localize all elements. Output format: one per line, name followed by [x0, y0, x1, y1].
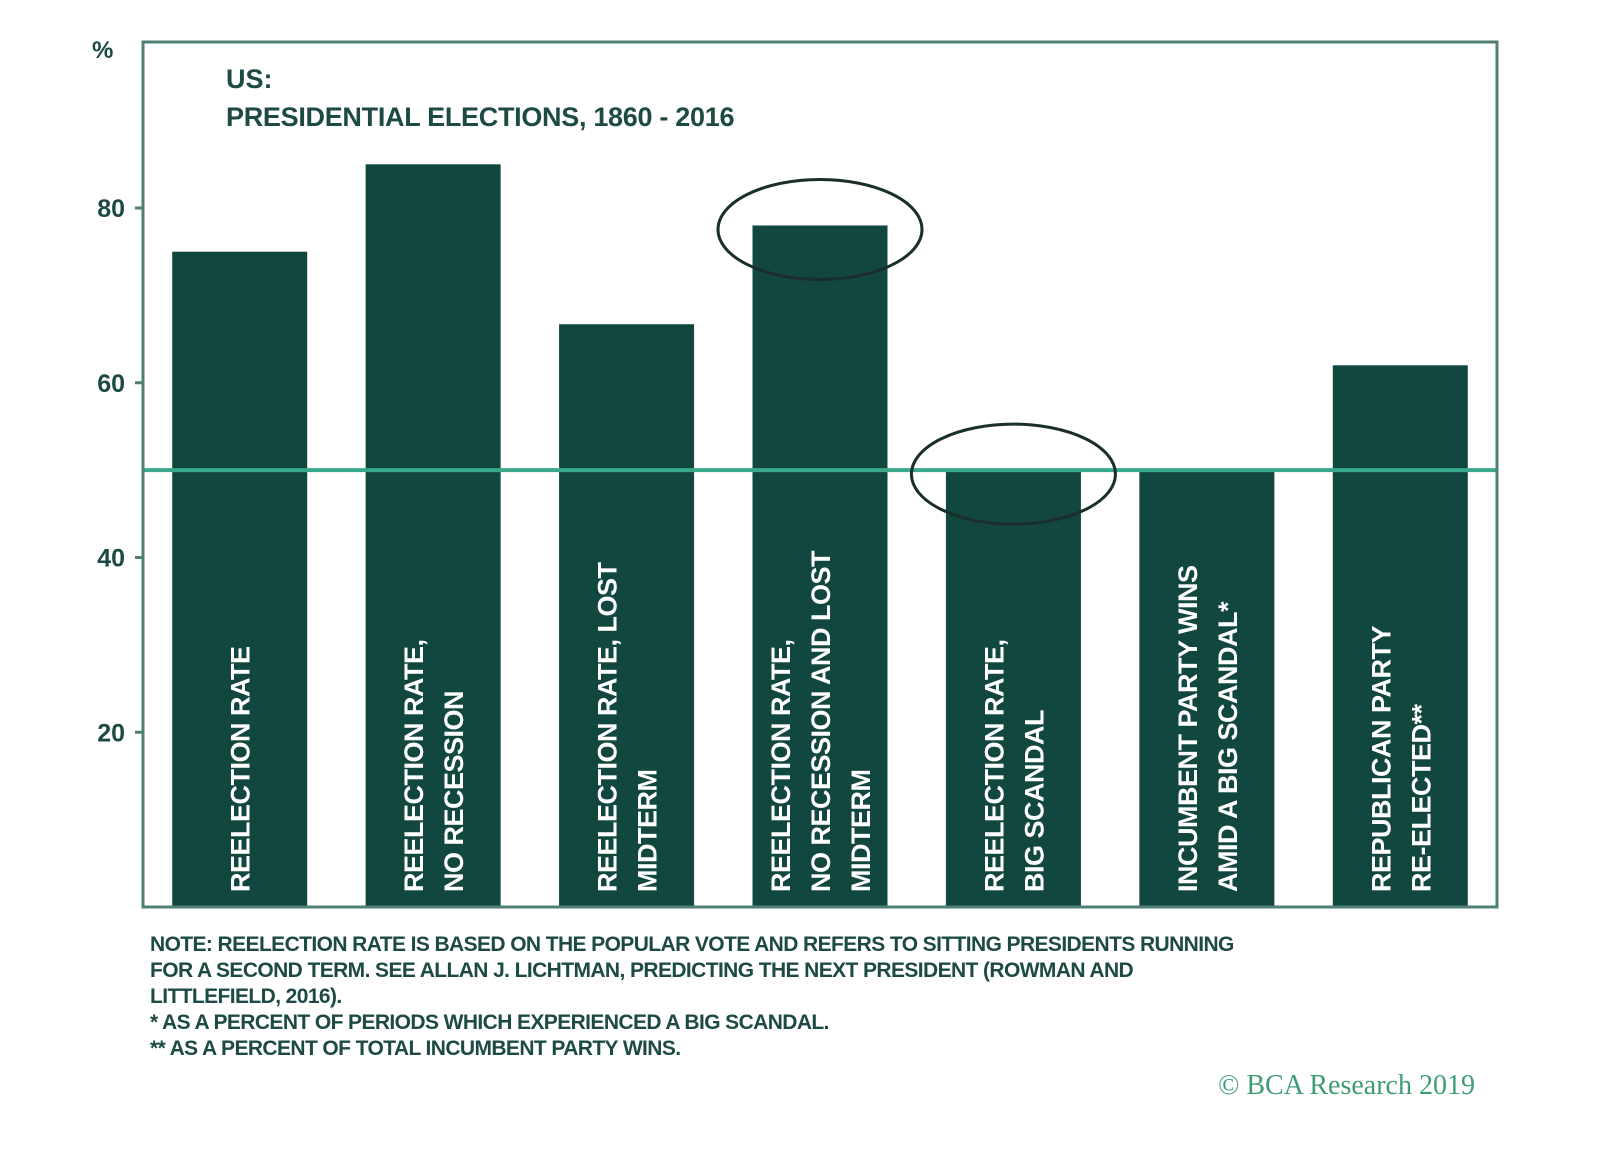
- bar-label: AMID A BIG SCANDAL*: [1213, 601, 1243, 892]
- y-tick-label: 20: [97, 719, 125, 747]
- highlight-ellipse: [909, 422, 1117, 526]
- note-line: NOTE: REELECTION RATE IS BASED ON THE PO…: [150, 933, 1234, 956]
- bar: [945, 470, 1081, 907]
- bar: [752, 225, 888, 907]
- bar-label: REPUBLICAN PARTY: [1366, 626, 1396, 892]
- y-axis-unit: %: [92, 37, 113, 64]
- y-tick-label: 80: [97, 195, 125, 223]
- bar: [1332, 365, 1468, 907]
- bar-label: MIDTERM: [633, 770, 663, 892]
- highlight-ellipse: [716, 177, 924, 281]
- note-line: LITTLEFIELD, 2016).: [150, 985, 342, 1008]
- y-tick-label: 60: [97, 370, 125, 398]
- chart-title: US:: [226, 64, 273, 94]
- bar: [365, 164, 501, 907]
- chart-subtitle: PRESIDENTIAL ELECTIONS, 1860 - 2016: [226, 102, 734, 132]
- bar: [1139, 470, 1275, 907]
- bar-label: REELECTION RATE,: [399, 639, 429, 892]
- note-line: FOR A SECOND TERM. SEE ALLAN J. LICHTMAN…: [150, 959, 1134, 982]
- bar-label: BIG SCANDAL: [1019, 710, 1049, 892]
- plot-frame: [141, 40, 1499, 909]
- chart-notes: NOTE: REELECTION RATE IS BASED ON THE PO…: [150, 932, 1490, 1062]
- bar-label: REELECTION RATE: [226, 646, 256, 892]
- bar-label: NO RECESSION: [439, 691, 469, 892]
- note-line: * AS A PERCENT OF PERIODS WHICH EXPERIEN…: [150, 1011, 829, 1034]
- bar: [172, 251, 308, 908]
- bar-label: REELECTION RATE,: [766, 639, 796, 892]
- bar-label: RE-ELECTED**: [1406, 703, 1436, 892]
- bar-label: INCUMBENT PARTY WINS: [1173, 566, 1203, 893]
- copyright: © BCA Research 2019: [1218, 1070, 1475, 1101]
- note-line: ** AS A PERCENT OF TOTAL INCUMBENT PARTY…: [150, 1037, 681, 1060]
- bar: [559, 324, 695, 907]
- bar-label: NO RECESSION AND LOST: [806, 550, 836, 892]
- bar-label: MIDTERM: [846, 770, 876, 892]
- bar-label: REELECTION RATE, LOST: [593, 561, 623, 892]
- bar-label: REELECTION RATE,: [979, 639, 1009, 892]
- y-tick-label: 40: [97, 545, 125, 573]
